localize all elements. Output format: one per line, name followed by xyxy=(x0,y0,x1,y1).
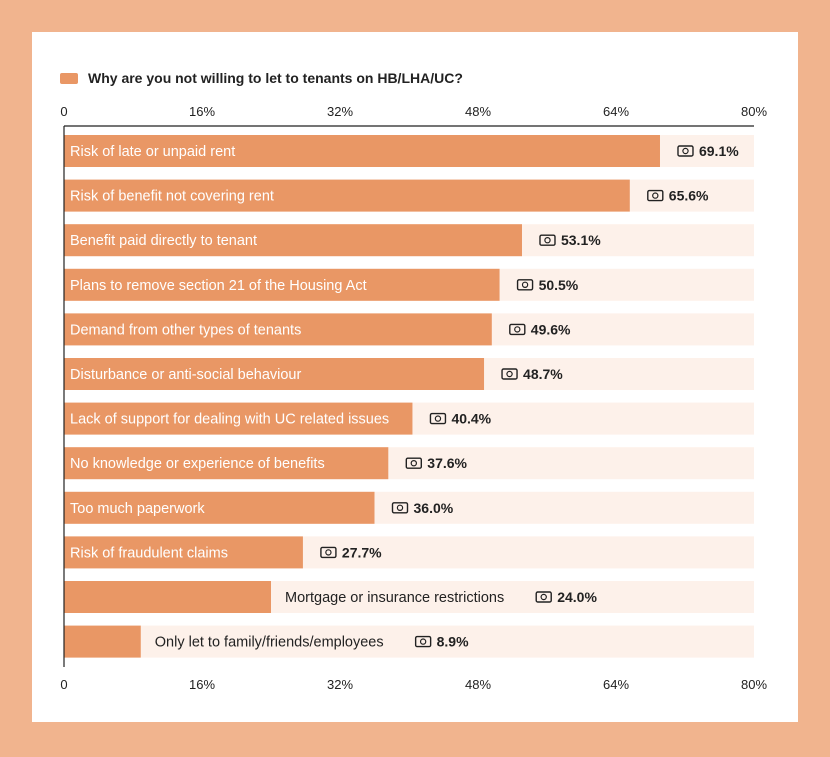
money-note-icon xyxy=(320,546,337,559)
money-note-icon-center xyxy=(544,236,551,244)
category-label: Demand from other types of tenants xyxy=(70,322,301,338)
value-label: 24.0% xyxy=(557,589,597,605)
bar xyxy=(64,224,522,257)
bar xyxy=(64,625,141,658)
money-note-icon-center xyxy=(396,504,404,511)
money-note-icon xyxy=(405,457,422,469)
bar xyxy=(64,536,303,569)
category-label: Benefit paid directly to tenant xyxy=(70,233,257,249)
x-tick-label-top: 48% xyxy=(465,104,491,119)
legend-label: Why are you not willing to let to tenant… xyxy=(88,70,463,86)
x-tick-label-bottom: 80% xyxy=(741,677,767,692)
x-tick-label-top: 64% xyxy=(603,104,629,119)
x-tick-label-top: 32% xyxy=(327,104,353,119)
money-note-icon xyxy=(647,189,664,202)
money-note-icon xyxy=(677,145,694,157)
x-tick-label-bottom: 48% xyxy=(465,677,491,692)
x-tick-label-bottom: 0 xyxy=(60,677,67,692)
category-label: No knowledge or experience of benefits xyxy=(70,456,325,472)
bar xyxy=(64,268,500,301)
x-tick-label-bottom: 32% xyxy=(327,677,353,692)
legend-swatch xyxy=(60,72,78,84)
money-note-icon-center xyxy=(540,593,547,601)
bar xyxy=(64,402,413,435)
category-label: Plans to remove section 21 of the Housin… xyxy=(70,278,367,294)
value-label: 36.0% xyxy=(414,500,454,516)
x-tick-label-top: 16% xyxy=(189,104,215,119)
money-note-icon-center xyxy=(325,549,332,556)
category-label: Disturbance or anti-social behaviour xyxy=(70,367,301,383)
category-label: Lack of support for dealing with UC rela… xyxy=(70,412,389,428)
money-note-icon xyxy=(516,279,534,291)
value-label: 37.6% xyxy=(427,455,467,471)
money-note-icon-center xyxy=(410,460,417,467)
value-label: 50.5% xyxy=(539,277,579,293)
category-label: Mortgage or insurance restrictions xyxy=(285,590,504,606)
bar xyxy=(64,491,375,524)
money-note-icon xyxy=(501,368,518,380)
chart-card: Why are you not willing to let to tenant… xyxy=(32,32,798,722)
money-note-icon xyxy=(509,323,526,336)
money-note-icon-center xyxy=(514,326,521,333)
bar xyxy=(64,447,389,480)
x-tick-label-top: 80% xyxy=(741,104,767,119)
money-note-icon-center xyxy=(521,281,529,288)
legend: Why are you not willing to let to tenant… xyxy=(60,70,463,86)
bar xyxy=(64,179,630,212)
bar xyxy=(64,135,660,167)
category-label: Risk of fraudulent claims xyxy=(70,545,228,561)
category-label: Risk of benefit not covering rent xyxy=(70,189,274,205)
category-label: Too much paperwork xyxy=(70,501,205,517)
bar xyxy=(64,313,492,346)
money-note-icon xyxy=(539,234,556,246)
x-tick-label-bottom: 16% xyxy=(189,677,215,692)
bar xyxy=(64,581,271,613)
value-label: 40.4% xyxy=(451,411,491,427)
value-label: 53.1% xyxy=(561,232,601,248)
money-note-icon xyxy=(429,412,447,425)
value-label: 8.9% xyxy=(437,634,469,650)
category-label: Only let to family/friends/employees xyxy=(155,635,384,651)
value-label: 27.7% xyxy=(342,544,382,560)
x-tick-label-bottom: 64% xyxy=(603,677,629,692)
bar-chart: 0 0 16% 16% 32% 32% 48% 48% 64% 64% 80% 80% Risk of … xyxy=(60,104,767,692)
x-tick-label-top: 0 xyxy=(60,104,67,119)
bar xyxy=(64,358,485,390)
category-label: Risk of late or unpaid rent xyxy=(70,144,235,160)
value-label: 49.6% xyxy=(531,321,571,337)
money-note-icon-center xyxy=(419,638,427,645)
money-note-icon xyxy=(535,591,552,603)
money-note-icon xyxy=(391,502,409,514)
money-note-icon-center xyxy=(682,147,689,155)
money-note-icon-center xyxy=(506,370,513,378)
money-note-icon-center xyxy=(434,415,442,422)
bar-track xyxy=(64,625,754,658)
value-label: 69.1% xyxy=(699,143,739,159)
value-label: 65.6% xyxy=(669,188,709,204)
money-note-icon-center xyxy=(652,192,659,199)
value-label: 48.7% xyxy=(523,366,563,382)
money-note-icon xyxy=(414,635,432,648)
